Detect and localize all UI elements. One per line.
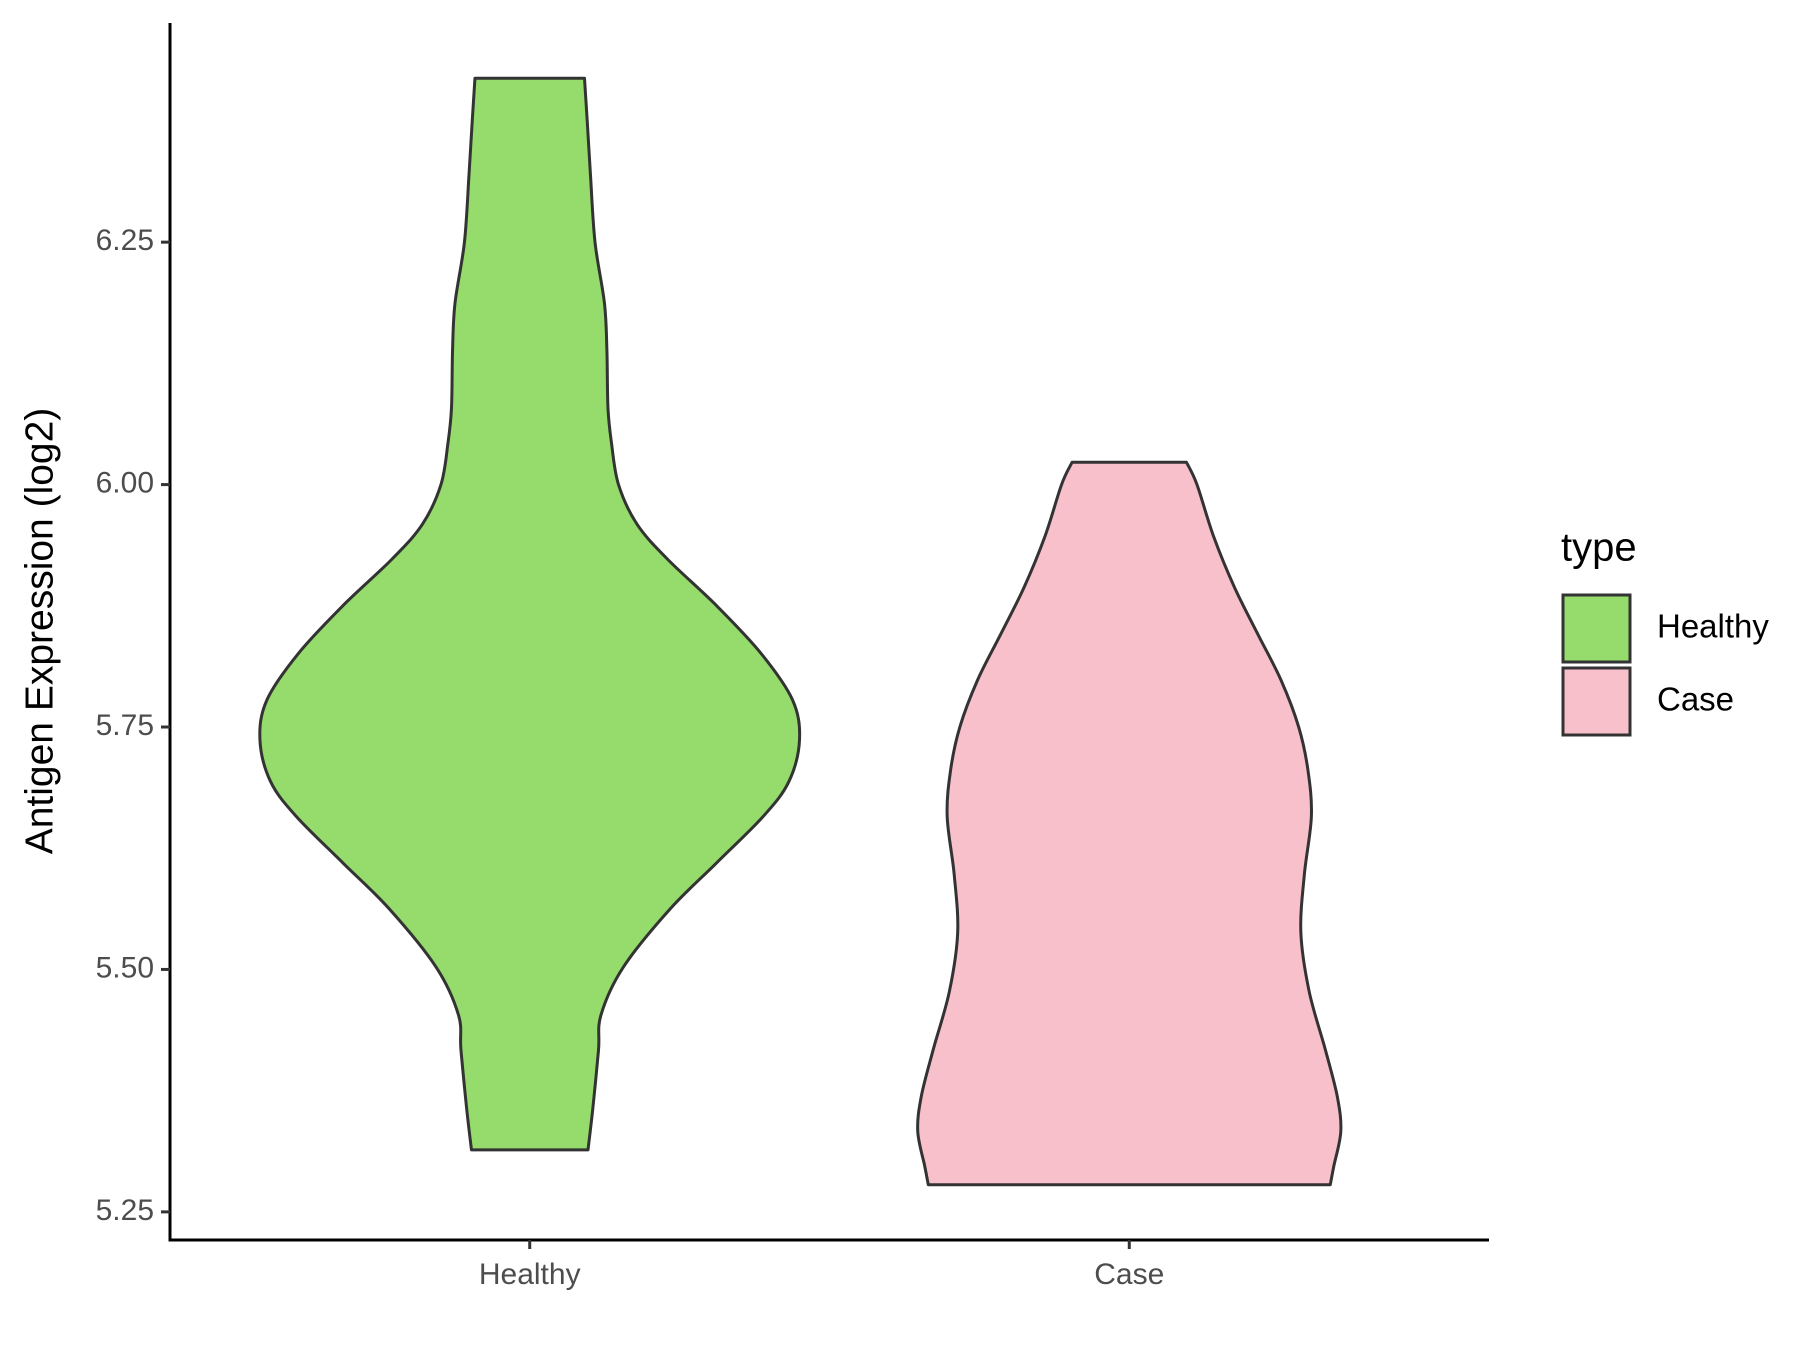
legend-title: type: [1561, 526, 1637, 570]
violin: [916, 460, 1343, 1187]
x-tick-label: Healthy: [479, 1258, 581, 1291]
violin: [258, 76, 802, 1152]
legend-label: Healthy: [1657, 608, 1769, 645]
y-axis-title: Antigen Expression (log2): [18, 408, 61, 855]
y-tick-label: 6.25: [96, 224, 154, 257]
legend-label: Case: [1657, 681, 1734, 718]
y-tick-label: 5.75: [96, 709, 154, 742]
x-tick-label: Case: [1094, 1258, 1164, 1291]
y-tick-label: 5.25: [96, 1194, 154, 1227]
legend-key: [1561, 666, 1632, 737]
y-tick-label: 5.50: [96, 951, 154, 984]
legend-key: [1561, 593, 1632, 664]
y-tick-label: 6.00: [96, 467, 154, 500]
